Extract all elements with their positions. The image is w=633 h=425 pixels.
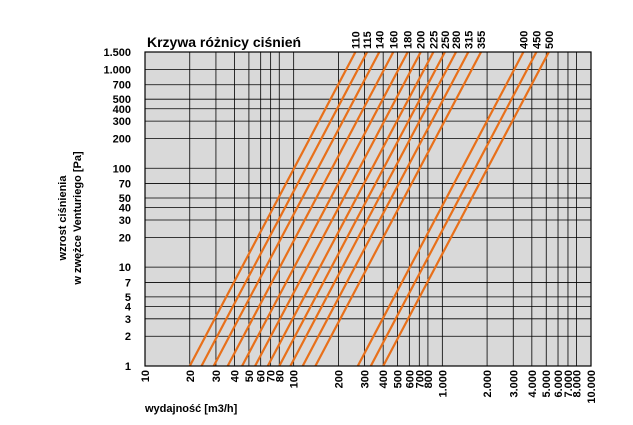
y-tick-label: 70 (119, 179, 131, 191)
curve-dn355 (314, 52, 482, 366)
x-tick-label: 10.000 (586, 370, 598, 404)
y-tick-label: 3 (125, 314, 131, 326)
curve-dn140 (212, 52, 381, 366)
y-tick-label: 40 (119, 203, 131, 215)
y-tick-label: 4 (125, 301, 132, 313)
x-tick-label: 6.000 (553, 370, 565, 398)
diameter-label: 115 (362, 31, 374, 49)
y-tick-label: 200 (113, 134, 131, 146)
curve-dn110 (188, 52, 357, 366)
curve-dn200 (254, 52, 422, 366)
x-tick-label: 50 (244, 370, 256, 382)
x-tick-label: 100 (289, 370, 301, 388)
x-tick-label: 30 (211, 370, 223, 382)
y-tick-label: 2 (125, 331, 131, 343)
x-tick-label: 700 (414, 370, 426, 388)
x-tick-label: 10 (140, 370, 152, 382)
x-tick-label: 70 (266, 370, 278, 382)
y-tick-label: 100 (113, 163, 131, 175)
y-tick-label: 7 (125, 277, 131, 289)
diameter-label: 450 (531, 31, 543, 49)
x-tick-label: 3.000 (508, 370, 520, 398)
x-tick-label: 8.000 (572, 370, 584, 398)
x-tick-label: 2.000 (482, 370, 494, 398)
diameter-label: 315 (463, 31, 475, 49)
diameter-label: 400 (518, 31, 530, 49)
diameter-label: 140 (374, 31, 386, 49)
curve-dn180 (241, 52, 409, 366)
curve-dn250 (278, 52, 446, 366)
x-tick-label: 300 (360, 370, 372, 388)
y-tick-label: 1.500 (103, 47, 131, 59)
curve-dn115 (200, 52, 369, 366)
curve-dn315 (301, 52, 470, 366)
curve-dn225 (266, 52, 435, 366)
diameter-label: 355 (476, 31, 488, 49)
y-tick-label: 20 (119, 232, 131, 244)
diameter-label: 110 (350, 31, 362, 49)
diameter-label: 225 (428, 31, 440, 49)
y-tick-label: 50 (119, 193, 131, 205)
diameter-label: 180 (403, 31, 415, 49)
x-tick-label: 60 (256, 370, 268, 382)
diameter-label: 160 (388, 31, 400, 49)
y-tick-label: 1.000 (103, 64, 131, 76)
x-tick-label: 4.000 (527, 370, 539, 398)
diameter-label: 500 (544, 31, 556, 49)
x-tick-label: 20 (185, 370, 197, 382)
x-tick-label: 500 (393, 370, 405, 388)
plot-frame (144, 51, 592, 367)
y-tick-label: 5 (125, 292, 131, 304)
x-tick-label: 40 (230, 370, 242, 382)
curve-dn500 (382, 52, 550, 366)
x-tick-label: 600 (404, 370, 416, 388)
y-axis-label-line2: w zwężce Venturiego [Pa] (72, 151, 84, 286)
curve-dn450 (369, 52, 538, 366)
y-tick-label: 400 (113, 104, 131, 116)
diameter-label: 250 (440, 31, 452, 49)
y-tick-label: 30 (119, 215, 131, 227)
x-tick-label: 7.000 (563, 370, 575, 398)
curve-dn400 (356, 52, 525, 366)
x-tick-label: 1.000 (437, 370, 449, 398)
y-axis-label-line1: wzrost ciśnienia (57, 175, 69, 262)
x-tick-label: 800 (423, 370, 435, 388)
x-tick-label: 5.000 (541, 370, 553, 398)
y-tick-label: 1 (125, 361, 131, 373)
chart-title: Krzywa różnicy ciśnień (147, 34, 301, 50)
diameter-labels: 110 115 140 160 180 200 225 250 280 315 355 400 450 5… (350, 31, 555, 49)
y-tick-label: 500 (113, 94, 131, 106)
diameter-label: 200 (416, 31, 428, 49)
x-axis-label: wydajność [m3/h] (144, 403, 238, 415)
x-tick-label: 200 (333, 370, 345, 388)
curve-dn160 (226, 52, 395, 366)
x-tick-label: 80 (274, 370, 286, 382)
diameter-label: 280 (451, 31, 463, 49)
plot-background (145, 52, 591, 366)
curve-dn280 (289, 52, 457, 366)
y-tick-label: 700 (113, 80, 131, 92)
x-tick-label: 400 (378, 370, 390, 388)
y-tick-label: 300 (113, 116, 131, 128)
y-tick-label: 10 (119, 262, 131, 274)
curves (188, 52, 550, 366)
